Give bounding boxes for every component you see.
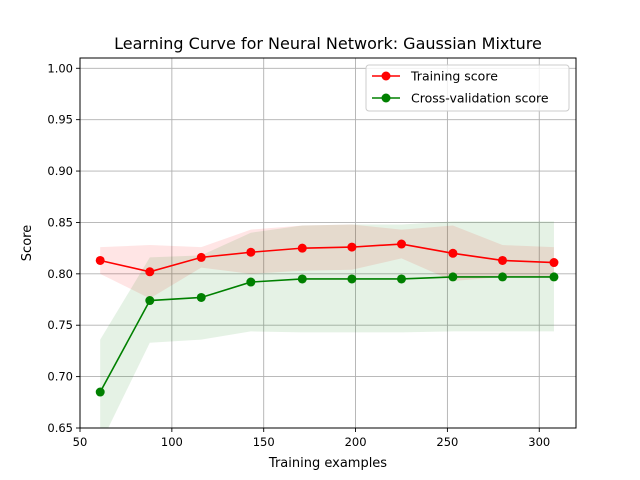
legend-label-training: Training score xyxy=(410,69,498,84)
y-tick-label: 0.95 xyxy=(47,113,73,127)
training-score-point xyxy=(498,255,508,265)
training-score-point xyxy=(297,243,307,253)
training-score-line xyxy=(100,243,554,273)
legend-marker-training xyxy=(381,71,391,81)
y-axis-ticks: 0.65 0.70 0.75 0.80 0.85 0.90 0.95 1.00 xyxy=(47,61,80,435)
cross-validation-score-point xyxy=(396,274,406,284)
cross-validation-score-point xyxy=(145,296,155,306)
x-axis-label: Training examples xyxy=(268,456,387,471)
plot-frame xyxy=(79,57,577,429)
chart-title: Learning Curve for Neural Network: Gauss… xyxy=(114,34,542,53)
series-lines xyxy=(95,239,559,397)
training-score-point xyxy=(347,242,357,252)
training-score-band xyxy=(100,224,554,299)
cross-validation-score-point xyxy=(347,274,357,284)
training-score-point xyxy=(196,252,206,262)
training-score-point xyxy=(246,247,256,257)
x-tick-label: 50 xyxy=(73,435,88,449)
legend-marker-cross-validation xyxy=(381,93,391,103)
x-tick-label: 200 xyxy=(345,435,367,449)
cross-validation-score-point xyxy=(246,277,256,287)
cross-validation-score-band xyxy=(100,221,554,428)
cross-validation-score-line xyxy=(99,276,554,393)
y-tick-label: 1.00 xyxy=(47,61,73,75)
training-score-point xyxy=(448,248,458,258)
y-tick-label: 0.85 xyxy=(47,215,73,229)
training-score-point xyxy=(95,255,105,265)
x-tick-label: 300 xyxy=(528,435,550,449)
cross-validation-score-point xyxy=(448,272,458,282)
confidence-bands xyxy=(100,221,554,428)
y-tick-label: 0.75 xyxy=(47,318,73,332)
y-axis-label: Score xyxy=(20,225,35,261)
legend: Training score Cross-validation score xyxy=(365,64,570,112)
cross-validation-score-point xyxy=(297,274,307,284)
x-tick-label: 250 xyxy=(436,435,458,449)
x-axis-ticks: 50 100 150 200 250 300 xyxy=(73,428,550,449)
cross-validation-score-point xyxy=(549,272,559,282)
cross-validation-score-point xyxy=(498,272,508,282)
training-score-point xyxy=(396,239,406,249)
x-tick-label: 100 xyxy=(161,435,183,449)
training-score-point xyxy=(145,267,155,277)
legend-label-cross-validation: Cross-validation score xyxy=(411,91,549,106)
cross-validation-score-point xyxy=(196,292,206,302)
y-tick-label: 0.90 xyxy=(47,164,73,178)
y-tick-label: 0.80 xyxy=(47,267,73,281)
legend-box xyxy=(365,64,570,112)
cross-validation-score-point xyxy=(95,387,105,397)
y-tick-label: 0.70 xyxy=(47,370,73,384)
x-tick-label: 150 xyxy=(253,435,275,449)
training-score-point xyxy=(549,258,559,268)
y-tick-label: 0.65 xyxy=(47,421,73,435)
